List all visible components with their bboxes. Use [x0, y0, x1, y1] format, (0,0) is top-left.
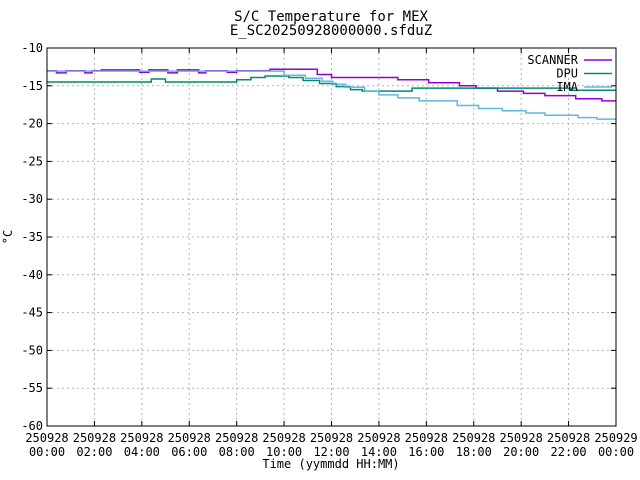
x-tick-date: 250928	[452, 431, 495, 445]
x-tick-time: 08:00	[219, 445, 255, 459]
legend-label-scanner: SCANNER	[527, 53, 578, 67]
x-tick-date: 250928	[168, 431, 211, 445]
x-tick-date: 250928	[547, 431, 590, 445]
legend-label-ima: IMA	[556, 80, 578, 94]
x-tick-time: 00:00	[598, 445, 634, 459]
y-tick-label: -50	[21, 343, 43, 357]
x-tick-date: 250928	[310, 431, 353, 445]
x-tick-time: 06:00	[171, 445, 207, 459]
x-tick-time: 04:00	[124, 445, 160, 459]
x-tick-date: 250928	[262, 431, 305, 445]
legend-label-dpu: DPU	[556, 67, 578, 81]
chart-subtitle: E_SC20250928000000.sfduZ	[230, 23, 432, 39]
y-tick-label: -25	[21, 154, 43, 168]
x-tick-time: 12:00	[313, 445, 349, 459]
x-tick-time: 00:00	[29, 445, 65, 459]
y-tick-label: -40	[21, 268, 43, 282]
x-tick-date: 250928	[73, 431, 116, 445]
chart-title: S/C Temperature for MEX	[234, 9, 428, 25]
y-tick-label: -20	[21, 117, 43, 131]
x-tick-time: 22:00	[551, 445, 587, 459]
x-axis-label: Time (yymmdd HH:MM)	[262, 457, 399, 471]
x-tick-time: 14:00	[361, 445, 397, 459]
y-tick-label: -45	[21, 306, 43, 320]
x-tick-time: 10:00	[266, 445, 302, 459]
y-axis-label: °C	[1, 230, 15, 244]
y-tick-label: -55	[21, 381, 43, 395]
x-tick-date: 250928	[215, 431, 258, 445]
x-tick-date: 250928	[357, 431, 400, 445]
x-tick-time: 18:00	[456, 445, 492, 459]
series-line-scanner	[47, 68, 616, 102]
y-tick-label: -15	[21, 79, 43, 93]
x-tick-date: 250929	[594, 431, 637, 445]
plot-area: 25092800:0025092802:0025092804:002509280…	[21, 41, 637, 459]
y-tick-label: -35	[21, 230, 43, 244]
series-line-ima	[47, 70, 616, 120]
series-line-dpu	[47, 75, 616, 92]
y-tick-label: -10	[21, 41, 43, 55]
y-tick-label: -60	[21, 419, 43, 433]
x-tick-time: 20:00	[503, 445, 539, 459]
x-tick-time: 16:00	[408, 445, 444, 459]
x-tick-time: 02:00	[76, 445, 112, 459]
x-tick-date: 250928	[120, 431, 163, 445]
x-tick-date: 250928	[499, 431, 542, 445]
x-tick-date: 250928	[25, 431, 68, 445]
y-tick-label: -30	[21, 192, 43, 206]
x-tick-date: 250928	[405, 431, 448, 445]
